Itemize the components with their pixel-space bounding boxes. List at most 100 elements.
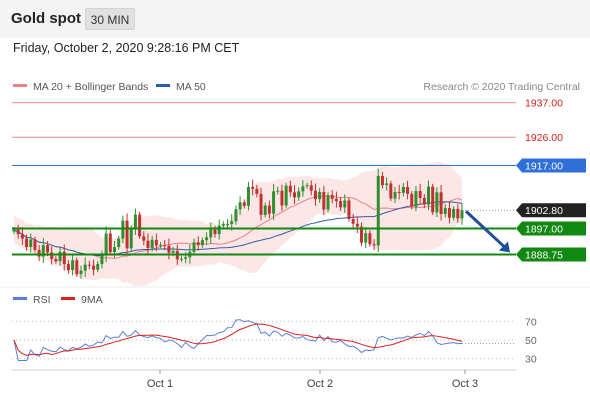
x-tick-label: Oct 2: [307, 378, 333, 390]
candle-body: [293, 192, 297, 198]
candle-body: [280, 190, 284, 206]
candle-body: [205, 237, 209, 241]
candle-body: [435, 192, 439, 213]
level-tag: [516, 221, 586, 236]
candle-body: [58, 251, 62, 262]
candle-body: [129, 229, 133, 249]
last-price-label: 1902.80: [525, 205, 563, 217]
candle-body: [410, 193, 414, 207]
candle-body: [242, 202, 246, 206]
candle-body: [87, 264, 91, 266]
rsi-level-label: 70: [525, 316, 537, 328]
candle-body: [389, 183, 393, 199]
level-label: 1926.00: [525, 132, 563, 144]
candle-body: [355, 223, 359, 227]
candle-body: [146, 240, 150, 249]
legend-swatch: [156, 84, 170, 87]
x-tick-label: Oct 3: [452, 378, 478, 390]
candle-body: [288, 185, 292, 193]
candle-body: [301, 186, 305, 192]
candle-body: [213, 229, 217, 235]
candle-body: [25, 238, 29, 248]
rsi-level-label: 30: [525, 354, 537, 366]
candle-body: [125, 220, 129, 249]
candle-body: [33, 239, 37, 250]
candle-body: [150, 239, 154, 249]
level-tag: [516, 247, 586, 262]
candle-body: [251, 186, 255, 189]
candle-body: [71, 260, 75, 271]
candle-body: [431, 186, 435, 213]
candle-body: [460, 210, 464, 219]
rsi-legend-label: RSI: [33, 294, 51, 306]
candle-body: [364, 233, 368, 243]
candle-body: [330, 195, 334, 199]
candle-body: [427, 186, 431, 205]
candle-body: [347, 200, 351, 220]
candle-body: [75, 260, 79, 275]
candle-body: [184, 257, 188, 259]
candle-body: [179, 258, 183, 260]
candle-body: [142, 236, 146, 241]
candle-body: [209, 229, 213, 238]
candle-body: [414, 191, 418, 207]
candle-body: [45, 245, 49, 253]
candle-body: [443, 208, 447, 215]
candle-body: [41, 245, 45, 257]
last-price-tag: [516, 203, 586, 218]
timestamp: Friday, October 2, 2020 9:28:16 PM CET: [13, 41, 240, 55]
candle-body: [351, 219, 355, 224]
candle-body: [167, 245, 171, 253]
candle-body: [108, 233, 112, 253]
level-label: 1897.00: [525, 223, 563, 235]
rsi-legend-swatch: [61, 297, 75, 300]
level-label: 1937.00: [525, 98, 563, 110]
candle-body: [62, 251, 66, 265]
candle-body: [234, 209, 238, 222]
candle-body: [397, 191, 401, 193]
candle-body: [385, 183, 389, 186]
candle-body: [138, 214, 142, 237]
candle-body: [154, 239, 158, 246]
candle-body: [16, 229, 20, 235]
candle-body: [12, 229, 16, 232]
candle-body: [133, 214, 137, 230]
candle-body: [368, 233, 372, 245]
watermark: Research © 2020 Trading Central: [423, 81, 580, 93]
candle-body: [418, 191, 422, 198]
candle-body: [447, 208, 451, 218]
instrument-title: Gold spot: [11, 10, 81, 27]
candle-body: [66, 264, 70, 271]
candle-body: [380, 175, 384, 186]
candle-body: [50, 252, 54, 260]
legend-swatch: [13, 84, 27, 87]
candle-body: [360, 226, 364, 243]
candle-body: [100, 255, 104, 265]
candle-body: [230, 221, 234, 225]
candle-body: [422, 197, 426, 205]
candle-body: [20, 234, 24, 239]
candle-body: [54, 259, 58, 262]
candle-body: [246, 186, 250, 206]
rsi-legend-swatch: [13, 297, 27, 300]
timeframe-button[interactable]: 30 MIN: [85, 8, 135, 30]
rsi-9ma-line: [13, 323, 463, 356]
candle-body: [339, 201, 343, 208]
candle-body: [267, 205, 271, 214]
candle-body: [217, 225, 221, 235]
candle-body: [372, 244, 376, 246]
level-tag: [516, 158, 586, 173]
candle-body: [309, 185, 313, 191]
candle-body: [226, 224, 230, 226]
candle-body: [112, 247, 116, 253]
forecast-arrow-head: [499, 241, 510, 253]
candle-body: [92, 265, 96, 270]
candle-body: [439, 192, 443, 215]
candle-body: [121, 220, 125, 239]
candle-body: [171, 250, 175, 253]
candle-body: [159, 244, 163, 246]
candle-body: [305, 185, 309, 187]
candle-body: [401, 186, 405, 193]
candle-body: [376, 175, 380, 246]
candle-body: [326, 195, 330, 210]
